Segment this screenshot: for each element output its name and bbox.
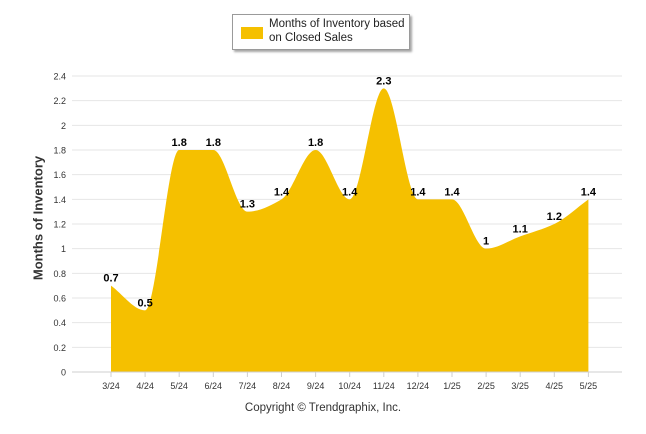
y-tick-label: 1.2 [53,220,66,230]
x-tick-label: 2/25 [477,381,495,391]
y-tick-label: 0.2 [53,343,66,353]
legend-label: Months of Inventory based on Closed Sale… [269,18,405,44]
data-label: 1.8 [206,137,221,149]
y-tick-label: 1 [61,244,66,254]
legend-swatch [241,27,263,39]
data-labels: 0.7 0.5 1.8 1.8 1.3 1.4 1.8 1.4 2.3 1.4 1.4 1 1.1 1.2… [103,75,597,309]
x-axis: 3/24 4/24 5/24 6/24 7/24 8/24 9/24 10/24 11/24 12… [72,371,622,391]
area-fill [111,88,589,372]
y-tick-label: 2.2 [53,96,66,106]
data-label: 1.4 [342,186,358,198]
data-label: 1.2 [547,211,562,223]
data-label: 1.3 [240,199,255,211]
x-tick-label: 8/24 [273,381,291,391]
x-tick-label: 11/24 [373,381,395,391]
data-label: 1.4 [581,186,597,198]
y-tick-label: 1.4 [53,195,66,205]
y-axis-title: Months of Inventory [30,155,46,281]
y-axis-ticks: 0 0.2 0.4 0.6 0.8 1 1.2 1.4 1.6 1.8 2 2.2 2.4 [53,72,66,378]
data-label: 2.3 [376,75,391,87]
x-tick-label: 5/24 [170,381,188,391]
x-tick-label: 10/24 [338,381,361,391]
x-tick-label: 4/24 [136,381,154,391]
data-label: 1 [483,236,489,248]
y-tick-label: 0.4 [53,318,66,328]
area-series [111,88,589,372]
y-tick-label: 2.4 [53,72,66,82]
x-tick-label: 3/24 [102,381,120,391]
data-label: 1.8 [172,137,187,149]
y-tick-label: 2 [61,121,66,131]
y-tick-label: 1.8 [53,146,66,156]
y-tick-label: 1.6 [53,170,66,180]
copyright-text: Copyright © Trendgraphix, Inc. [244,402,402,414]
data-label: 0.5 [137,297,152,309]
legend: Months of Inventory based on Closed Sale… [232,14,410,50]
y-tick-label: 0.6 [53,294,66,304]
y-tick-label: 0.8 [53,269,66,279]
x-tick-label: 9/24 [307,381,325,391]
x-tick-label: 5/25 [580,381,598,391]
data-label: 1.4 [444,186,460,198]
data-label: 0.7 [103,273,118,285]
y-tick-label: 0 [61,368,66,378]
data-label: 1.1 [513,223,528,235]
x-tick-label: 12/24 [407,381,430,391]
x-tick-label: 6/24 [205,381,223,391]
x-tick-label: 4/25 [546,381,564,391]
data-label: 1.4 [410,186,426,198]
x-tick-label: 1/25 [443,381,461,391]
x-tick-label: 7/24 [239,381,257,391]
data-label: 1.8 [308,137,323,149]
data-label: 1.4 [274,186,290,198]
x-tick-label: 3/25 [511,381,529,391]
